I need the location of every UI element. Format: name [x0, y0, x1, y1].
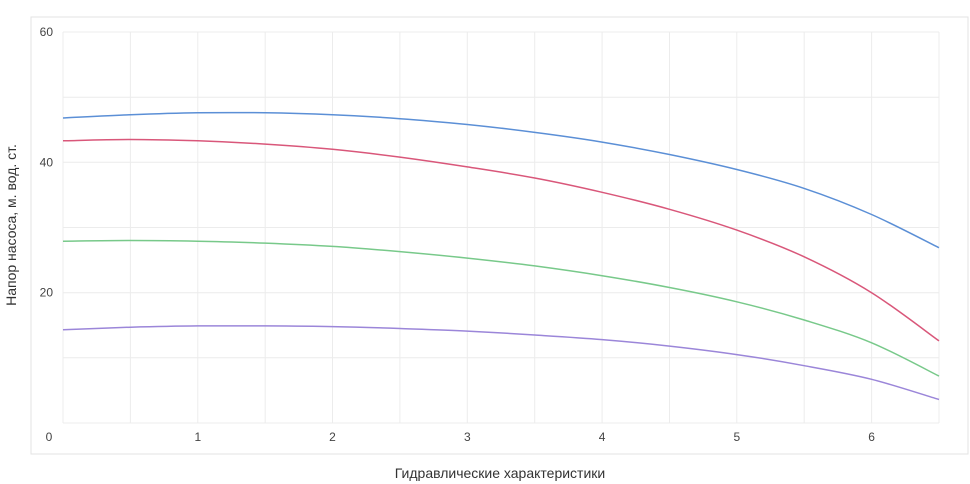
x-tick-label: 2: [329, 430, 336, 444]
x-tick-label: 6: [868, 430, 875, 444]
y-tick-label: 60: [40, 25, 54, 39]
series-line-3: [62, 239, 940, 377]
x-axis-ticks: 0 1 2 3 4 5 6: [46, 430, 876, 444]
x-tick-label: 3: [464, 430, 471, 444]
x-tick-label: 1: [194, 430, 201, 444]
x-axis-title: Гидравлические характеристики: [395, 465, 605, 481]
chart-frame: [30, 16, 969, 455]
x-tick-label: 0: [46, 430, 53, 444]
series-line-4: [62, 325, 940, 401]
series-line-2: [62, 138, 940, 342]
grid-lines: [62, 31, 940, 424]
series-lines: [62, 111, 940, 401]
series-line-1: [62, 111, 940, 249]
y-axis-title: Напор насоса, м. вод. ст.: [3, 144, 19, 306]
x-tick-label: 4: [599, 430, 606, 444]
y-axis-ticks: 20 40 60: [40, 25, 54, 300]
y-tick-label: 40: [40, 155, 54, 169]
y-tick-label: 20: [40, 286, 54, 300]
x-tick-label: 5: [733, 430, 740, 444]
